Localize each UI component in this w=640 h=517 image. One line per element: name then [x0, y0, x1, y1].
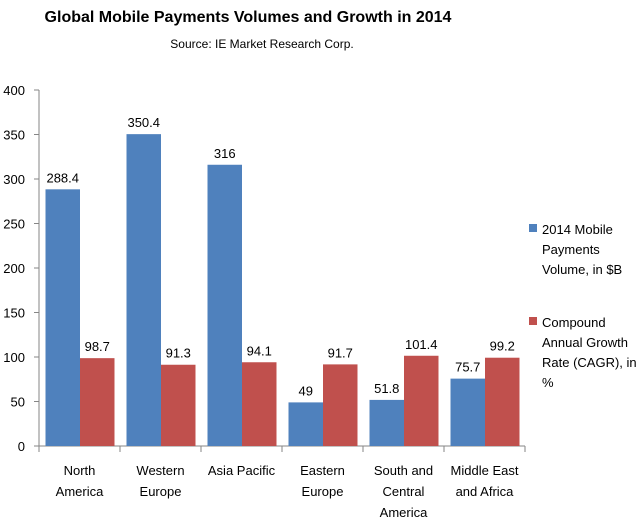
chart-title: Global Mobile Payments Volumes and Growt…	[45, 9, 452, 26]
bar	[207, 164, 242, 446]
data-label: 91.3	[166, 346, 191, 361]
legend-label: 2014 Mobile	[542, 222, 613, 237]
plot-area: 0 50 100 150 200 250 300 350 400 288.4 98.7 North Am…	[3, 83, 526, 517]
x-category-label: America	[56, 484, 104, 499]
data-label: 101.4	[405, 337, 438, 352]
y-tick-label: 150	[3, 306, 25, 321]
y-tick-label: 100	[3, 350, 25, 365]
bar	[80, 358, 115, 446]
data-label: 316	[214, 146, 236, 161]
y-tick-label: 300	[3, 172, 25, 187]
data-label: 94.1	[247, 343, 272, 358]
x-category-label: and Africa	[456, 484, 515, 499]
legend-swatch	[529, 224, 537, 232]
data-label: 75.7	[455, 360, 480, 375]
bar	[450, 378, 485, 446]
y-tick-label: 400	[3, 83, 25, 98]
legend-label: Volume, in $B	[542, 262, 622, 277]
y-tick-label: 250	[3, 217, 25, 232]
bar	[288, 402, 323, 446]
bar	[126, 134, 161, 447]
x-category-label: Middle East	[451, 463, 519, 478]
x-category-label: Asia Pacific	[208, 463, 276, 478]
data-label: 49	[299, 383, 313, 398]
x-category-label: North	[64, 463, 96, 478]
data-label: 350.4	[127, 115, 160, 130]
x-category-label: Eastern	[300, 463, 345, 478]
x-category-label: South and	[374, 463, 433, 478]
y-tick-label: 0	[18, 439, 25, 454]
bar	[242, 362, 277, 446]
bar	[404, 355, 439, 446]
bar	[323, 364, 358, 446]
legend-label: Payments	[542, 242, 600, 257]
x-category-label: America	[380, 505, 428, 517]
data-label: 51.8	[374, 381, 399, 396]
bar	[369, 399, 404, 446]
data-label: 98.7	[85, 339, 110, 354]
chart-subtitle: Source: IE Market Research Corp.	[170, 37, 353, 51]
x-category-label: Central	[383, 484, 425, 499]
x-category-label: Western	[136, 463, 184, 478]
y-tick-label: 350	[3, 128, 25, 143]
legend-swatch	[529, 317, 537, 325]
bar	[161, 364, 196, 446]
bar	[485, 357, 520, 446]
y-tick-label: 50	[11, 395, 25, 410]
bar	[45, 189, 80, 446]
legend-label: Annual Growth	[542, 335, 628, 350]
legend: 2014 Mobile Payments Volume, in $B Compound…	[529, 222, 637, 390]
legend-label: %	[542, 375, 554, 390]
x-category-label: Europe	[140, 484, 182, 499]
y-tick-label: 200	[3, 261, 25, 276]
legend-label: Rate (CAGR), in	[542, 355, 637, 370]
x-category-label: Europe	[302, 484, 344, 499]
data-label: 288.4	[46, 170, 79, 185]
data-label: 99.2	[490, 339, 515, 354]
data-label: 91.7	[328, 345, 353, 360]
legend-label: Compound	[542, 315, 606, 330]
